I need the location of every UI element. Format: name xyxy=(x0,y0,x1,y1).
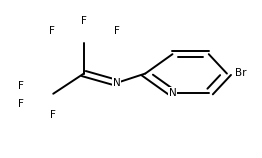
Text: N: N xyxy=(113,78,121,88)
Text: F: F xyxy=(50,110,56,121)
Text: N: N xyxy=(169,88,176,98)
Text: F: F xyxy=(81,16,87,26)
Text: F: F xyxy=(18,99,24,109)
Text: F: F xyxy=(49,26,55,36)
Text: F: F xyxy=(114,26,120,36)
Text: Br: Br xyxy=(236,68,247,78)
Text: F: F xyxy=(18,81,24,91)
